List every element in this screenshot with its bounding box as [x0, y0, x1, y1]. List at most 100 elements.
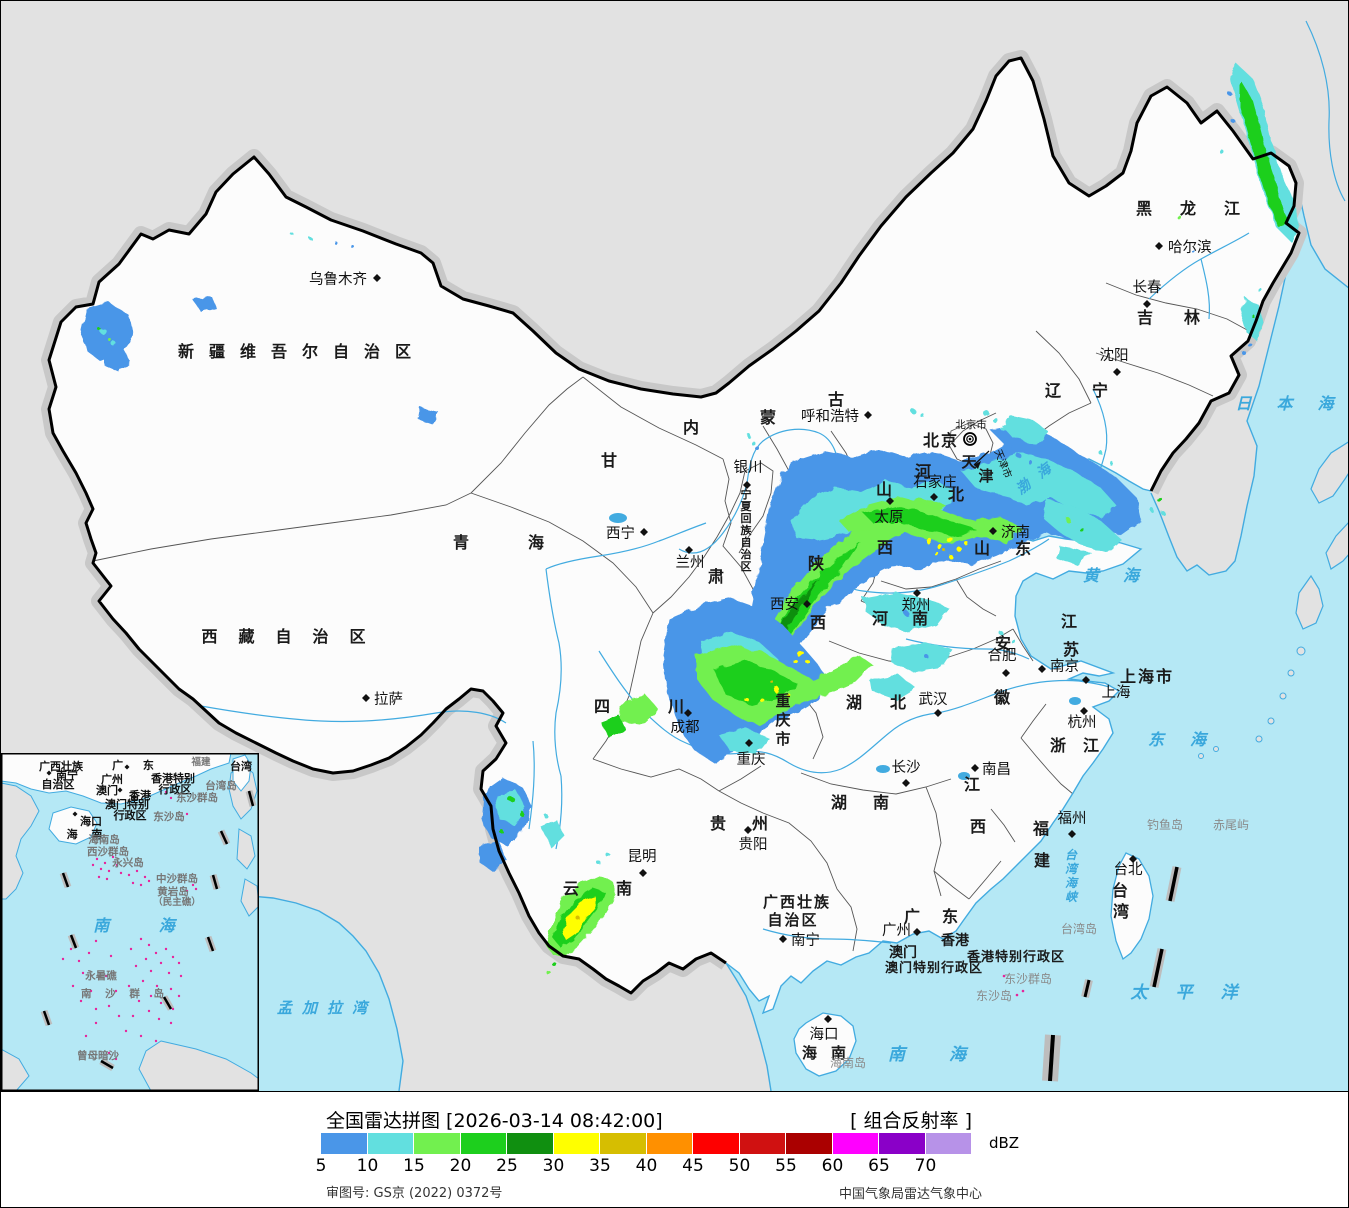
- city-marker: [640, 528, 648, 536]
- map-label: 津: [978, 467, 993, 485]
- river: [762, 928, 892, 944]
- reef-dot: [127, 873, 131, 877]
- lake: [958, 772, 970, 780]
- city-marker: [1002, 669, 1010, 677]
- city-label: 长春: [1133, 279, 1162, 296]
- reef-dot: [177, 994, 181, 998]
- city-label: 台北: [1114, 861, 1143, 878]
- reef-dot: [107, 1004, 111, 1008]
- map-label: 东沙岛: [153, 810, 185, 823]
- city-marker: [124, 764, 130, 770]
- reef-dot: [167, 971, 171, 975]
- city-label: 银川: [734, 459, 763, 476]
- city-marker: [1038, 665, 1046, 673]
- city-marker: [803, 600, 811, 608]
- city-label: 郑州: [902, 597, 931, 614]
- reef-dot: [69, 947, 73, 951]
- reef-dot: [159, 961, 163, 965]
- echo-dot-20dbz: [1079, 527, 1083, 531]
- map-label: 重庆市: [775, 692, 790, 748]
- map-label: 南 沙 群 岛: [81, 987, 169, 1000]
- echo-dot-30dbz: [936, 543, 942, 549]
- map-label: 广州: [101, 772, 123, 786]
- reef-dot: [139, 1034, 143, 1038]
- reef-dot: [111, 855, 115, 859]
- reef-dot: [119, 871, 123, 875]
- city-label: 太原: [875, 509, 904, 526]
- echo-dot-10dbz: [999, 631, 1003, 635]
- echo-dot-10dbz: [100, 328, 106, 334]
- city-marker: [824, 1015, 832, 1023]
- echo-dot-30dbz: [761, 699, 765, 703]
- dbz-tick-labels: 5 10 15 20 25 30 35 40 45 50 55 60 65 70: [1, 1156, 1348, 1176]
- echo-dot-20dbz: [1156, 496, 1162, 502]
- dbz-color-60: [832, 1133, 879, 1154]
- reef-dot: [171, 955, 175, 959]
- province-boundary: [933, 870, 970, 900]
- province-boundary: [990, 808, 1016, 843]
- dbz-color-40: [646, 1133, 693, 1154]
- map-label: 广 东: [112, 758, 162, 772]
- city-marker: [930, 493, 938, 501]
- hainan-island: [793, 1012, 857, 1077]
- dbz-color-30: [553, 1133, 600, 1154]
- lake: [876, 765, 890, 773]
- approval-number: 审图号: GS京 (2022) 0372号: [326, 1186, 503, 1201]
- reef-dot: [89, 989, 93, 993]
- province-boundary: [718, 765, 762, 792]
- province-boundary: [1048, 770, 1074, 795]
- reef-dot: [149, 969, 153, 973]
- dbz-color-65: [879, 1133, 926, 1154]
- reef-dot: [114, 989, 118, 993]
- reef-dot: [169, 796, 173, 800]
- map-label: 江: [964, 775, 980, 794]
- reef-dot: [105, 877, 109, 881]
- city-marker: [1155, 242, 1163, 250]
- map-label: 建: [1034, 851, 1050, 870]
- echo-dot-30dbz: [964, 541, 968, 545]
- city-marker: [639, 869, 647, 877]
- city-label: 兰州: [676, 554, 705, 571]
- echo-dot-10dbz: [544, 814, 548, 818]
- echo-dot-5dbz: [351, 245, 355, 249]
- reef-dot: [115, 863, 119, 867]
- reef-dot: [141, 979, 145, 983]
- map-label: 钓鱼岛: [1147, 817, 1183, 832]
- map-label: 上海市: [1120, 667, 1174, 686]
- map-label: 孟加拉湾: [277, 999, 377, 1017]
- city-marker: [1068, 830, 1076, 838]
- reef-dot: [154, 1039, 158, 1043]
- reef-dot: [147, 1009, 151, 1013]
- reef-dot: [84, 1034, 88, 1038]
- province-boundary: [582, 376, 724, 460]
- japan-island: [1310, 441, 1348, 504]
- nine-dash-segment: [61, 872, 70, 888]
- reef-dot: [107, 869, 111, 873]
- reef-dot: [134, 964, 138, 968]
- echo-dot-30dbz: [926, 538, 932, 544]
- echo-patch-15dbz: [983, 519, 1019, 544]
- map-label: 黑龙江: [1136, 199, 1268, 218]
- dbz-tick-5: 5: [315, 1156, 327, 1176]
- reef-dot: [169, 1021, 173, 1025]
- city-marker: [362, 694, 370, 702]
- reef-dot: [179, 974, 183, 978]
- echo-patch-5dbz: [81, 302, 133, 362]
- japan-island: [1295, 574, 1324, 630]
- echo-dot-30dbz: [744, 697, 748, 701]
- echo-dot-10dbz: [309, 237, 313, 241]
- map-label: 吉林: [1137, 308, 1231, 327]
- reef-dot: [164, 790, 168, 794]
- reef-dot: [147, 943, 151, 947]
- reef-dot: [177, 961, 181, 965]
- map-label: 徽: [993, 688, 1011, 707]
- reef-dot: [157, 1017, 161, 1021]
- city-label: 南京: [1050, 658, 1079, 675]
- reef-dot: [127, 984, 131, 988]
- map-label: 青海: [453, 533, 603, 552]
- echo-dot-30dbz: [934, 551, 938, 555]
- city-marker: [779, 935, 787, 943]
- city-label: 上海: [1102, 684, 1131, 701]
- reef-dot: [104, 974, 108, 978]
